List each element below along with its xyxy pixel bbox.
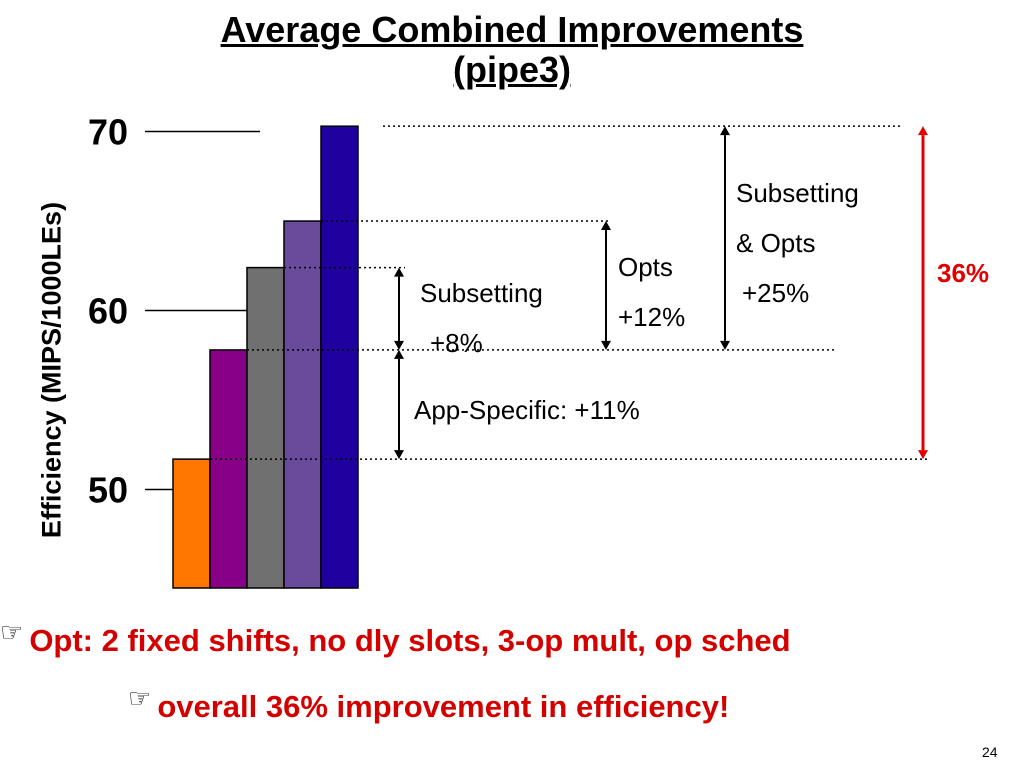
pointing-hand-icon: ☞ xyxy=(0,617,24,647)
total-improvement-label: 36% xyxy=(937,258,990,288)
annotation-subsetting-opts: Subsetting & Opts +25% xyxy=(736,168,859,318)
bullet-overall-text: overall 36% improvement in efficiency! xyxy=(157,689,730,724)
arrow-subsetting-head-top xyxy=(394,267,404,277)
y-axis-label: Efficiency (MIPS/1000LEs) xyxy=(36,201,67,539)
y-tick-label: 60 xyxy=(88,291,128,332)
arrow-subsetting-opts-head-bottom xyxy=(720,340,730,350)
arrow-app-specific-head-top xyxy=(394,349,404,359)
arrow-opts-head-top xyxy=(601,221,611,231)
title-line-1: Average Combined Improvements xyxy=(220,9,804,50)
annotation-subsetting: Subsetting +8% xyxy=(420,268,543,368)
y-tick-label: 70 xyxy=(88,112,128,153)
annotation-opts-line1: Opts xyxy=(618,252,673,282)
bullet-opt-text: Opt: 2 fixed shifts, no dly slots, 3-op … xyxy=(29,623,791,658)
annotation-opts: Opts +12% xyxy=(618,242,685,342)
arrow-total-head-top xyxy=(918,126,928,136)
bar xyxy=(209,349,248,589)
annotation-subsetting-opts-value: +25% xyxy=(742,278,810,308)
annotation-app-specific: App-Specific: +11% xyxy=(414,395,640,425)
arrow-app-specific-head-bottom xyxy=(394,450,404,460)
bullet-overall: ☞ overall 36% improvement in efficiency! xyxy=(128,683,729,725)
bar xyxy=(246,266,285,589)
pointing-hand-icon: ☞ xyxy=(128,683,152,713)
annotation-subsetting-value: +8% xyxy=(430,328,483,358)
annotation-subsetting-line1: Subsetting xyxy=(420,278,543,308)
bullet-opt: ☞ Opt: 2 fixed shifts, no dly slots, 3-op… xyxy=(0,617,791,659)
annotation-subsetting-opts-line1: Subsetting xyxy=(736,178,859,208)
bar xyxy=(172,458,211,589)
page-number: 24 xyxy=(982,744,998,760)
slide-title: Average Combined Improvements (pipe3) xyxy=(0,10,1024,90)
arrow-total-head-bottom xyxy=(918,450,928,460)
arrow-subsetting-opts-head-top xyxy=(720,126,730,136)
annotation-subsetting-opts-line2: & Opts xyxy=(736,228,816,258)
y-tick-label: 50 xyxy=(88,470,128,511)
annotation-opts-value: +12% xyxy=(618,302,686,332)
bar xyxy=(320,125,359,589)
arrow-opts-head-bottom xyxy=(601,340,611,350)
arrow-subsetting-head-bottom xyxy=(394,340,404,350)
bar xyxy=(283,220,322,589)
title-line-2: (pipe3) xyxy=(452,49,571,90)
